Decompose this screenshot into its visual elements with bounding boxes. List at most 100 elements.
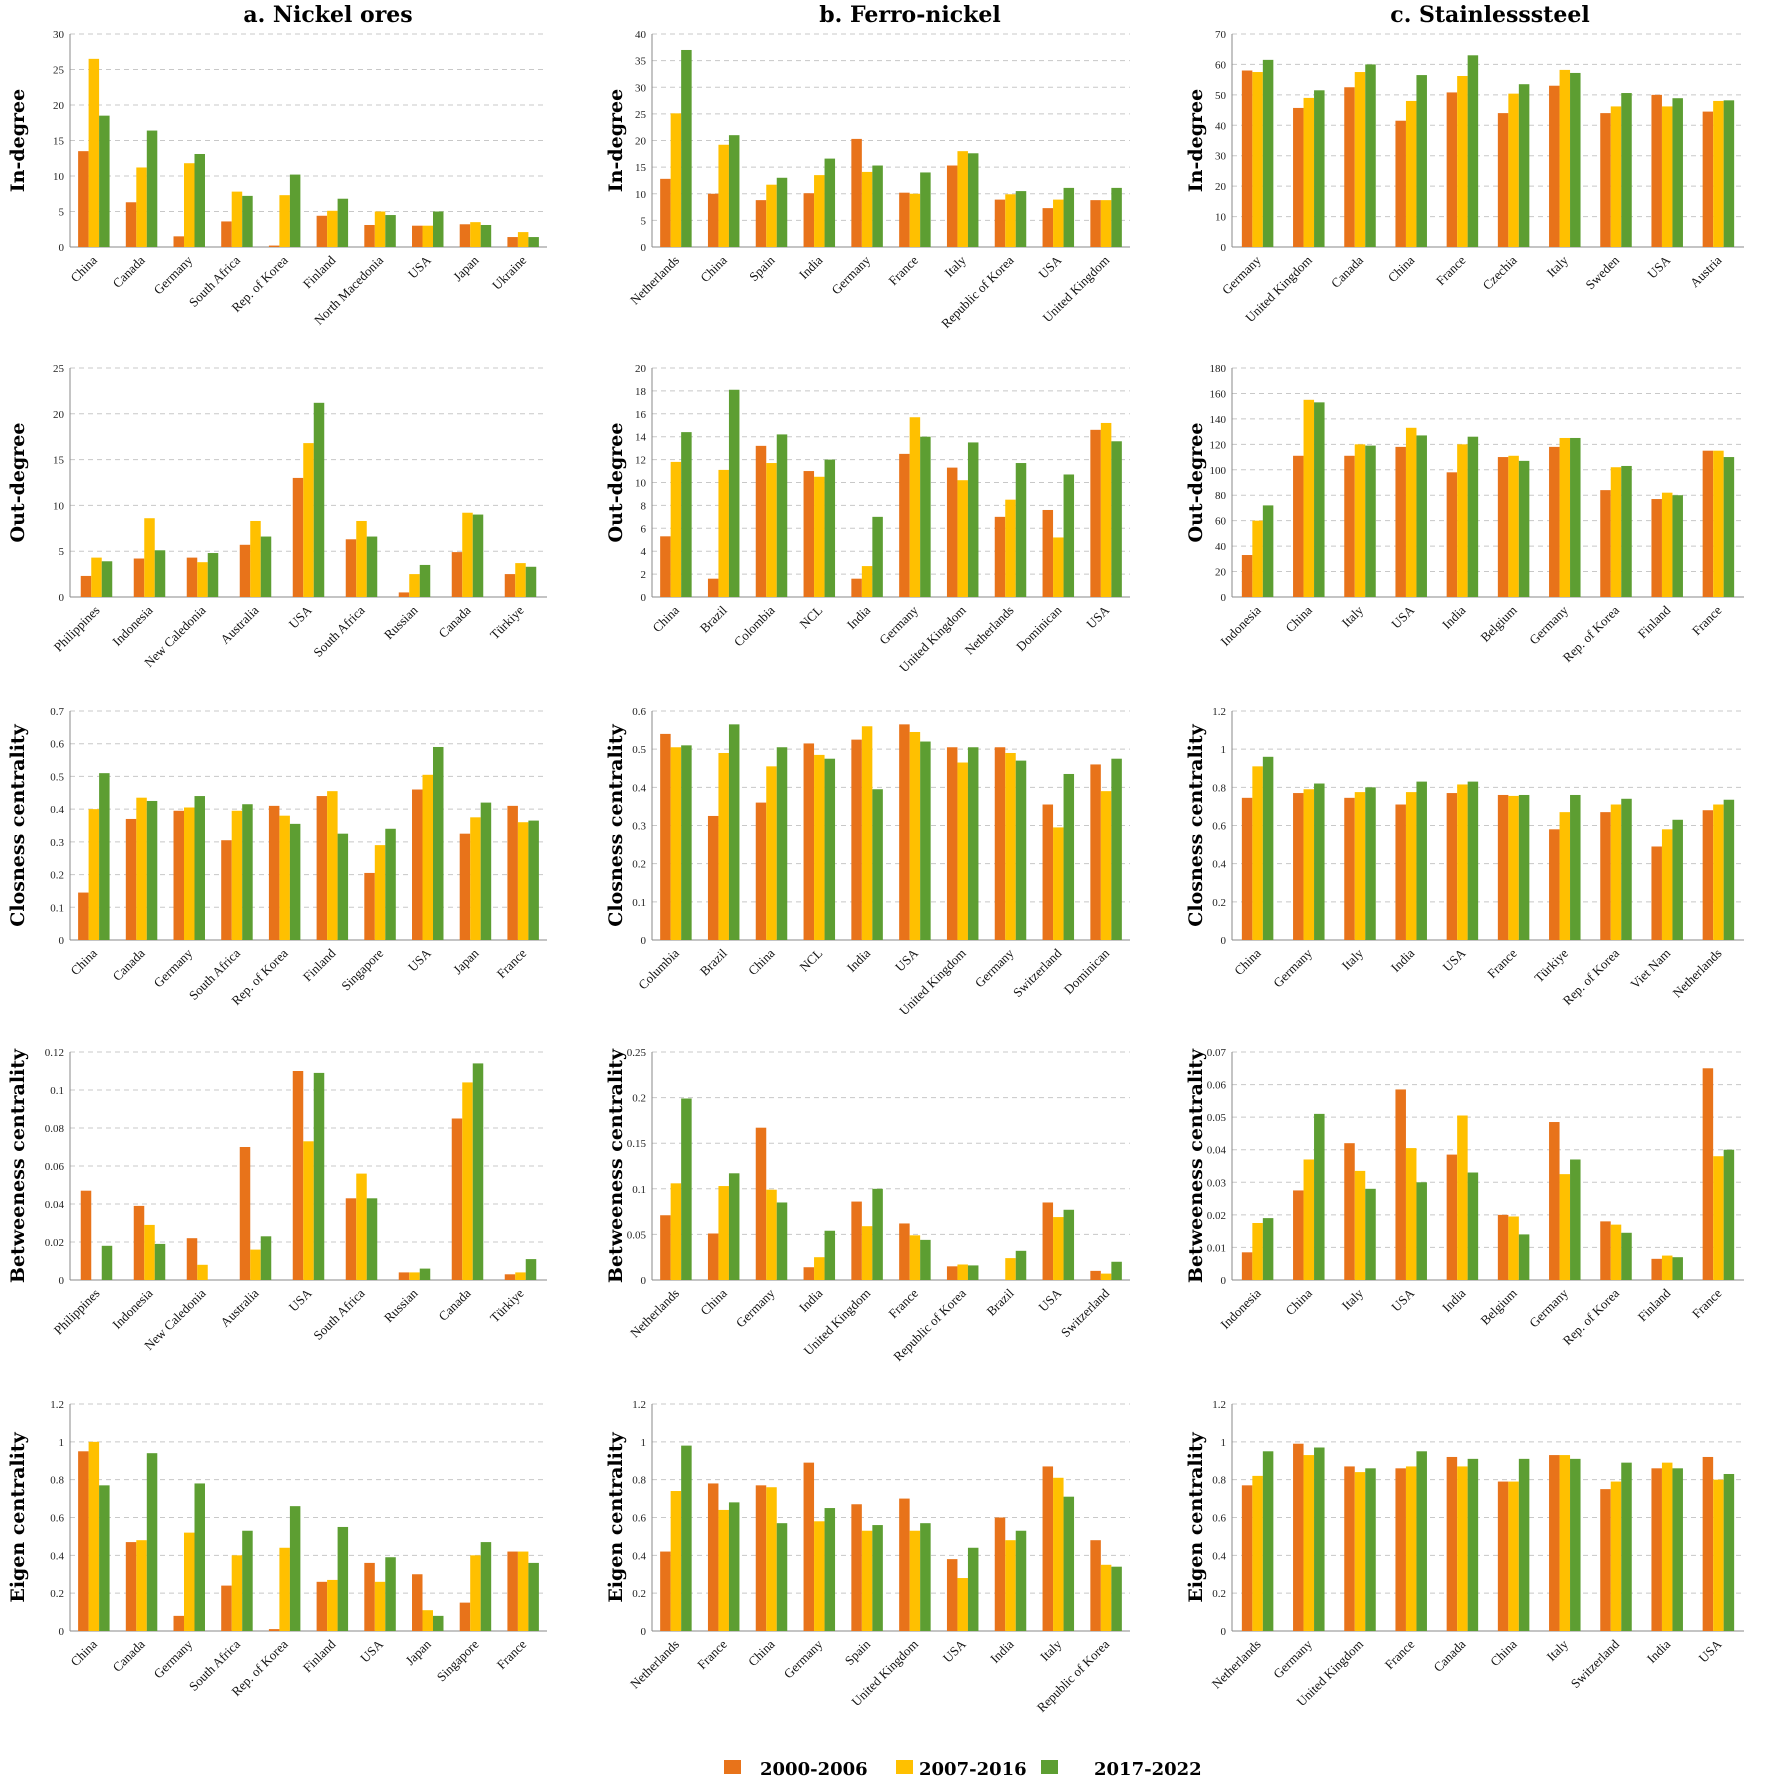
x-tick-label-singapore: Singapore [338, 945, 386, 993]
bar-italy-2007-2016 [1354, 792, 1366, 940]
bar-india-2007-2016 [1457, 1115, 1468, 1280]
y-tick-label: 15 [53, 136, 65, 148]
y-tick-label: 0.06 [45, 1161, 65, 1173]
bar-germany-2017-2022 [1015, 760, 1027, 940]
y-axis-label: Eigen centrality [605, 1431, 627, 1602]
bar-usa-2017-2022 [920, 741, 931, 940]
bar-sweden-2007-2016 [1610, 106, 1622, 247]
bar-t-rkiye-2017-2022 [525, 1259, 537, 1280]
bar-germany-2000-2006 [1293, 793, 1304, 940]
y-tick-label: 35 [635, 56, 647, 68]
bar-netherlands-2017-2022 [1723, 799, 1735, 940]
chart-c-stainlesssteel-eigen-centrality: Eigen centrality 0 0.2 0.4 0.6 0.8 1 1.2 Netherl… [1185, 1399, 1744, 1709]
bar-netherlands-2017-2022 [681, 1445, 692, 1631]
y-tick-label: 40 [1215, 120, 1227, 132]
bar-japan-2000-2006 [412, 1574, 423, 1631]
x-tick-label-netherlands: Netherlands [962, 603, 1017, 658]
y-tick-label: 5 [59, 546, 65, 558]
bar-united-kingdom-2017-2022 [1111, 187, 1122, 247]
bar-republic-of-korea-2007-2016 [1005, 194, 1016, 247]
bar-france-2007-2016 [517, 822, 529, 940]
bar-usa-2007-2016 [422, 774, 433, 940]
bar-japan-2007-2016 [470, 817, 481, 940]
bar-italy-2000-2006 [1042, 1466, 1054, 1631]
bar-rep-of-korea-2017-2022 [1621, 1232, 1632, 1280]
y-tick-label: 10 [635, 189, 647, 201]
bar-italy-2017-2022 [967, 153, 979, 247]
bar-france-2017-2022 [1723, 457, 1735, 597]
y-tick-label: 0.05 [1207, 1112, 1227, 1124]
y-tick-label: 120 [1210, 439, 1227, 451]
column-title-ferro-nickel: b. Ferro-nickel [819, 2, 1000, 28]
bar-china-2000-2006 [78, 151, 89, 247]
bar-usa-2017-2022 [1416, 1182, 1427, 1280]
bar-t-rkiye-2000-2006 [504, 1274, 516, 1280]
x-tick-label-canada: Canada [1430, 1636, 1468, 1674]
y-tick-label: 1 [59, 1437, 65, 1449]
x-tick-label-indonesia: Indonesia [1217, 1285, 1264, 1332]
bar-sweden-2000-2006 [1600, 113, 1611, 247]
x-tick-label-finland: Finland [300, 1636, 339, 1675]
bar-germany-2007-2016 [1303, 1455, 1315, 1631]
bar-canada-2017-2022 [472, 1063, 484, 1280]
bar-united-kingdom-2017-2022 [920, 1523, 931, 1631]
y-tick-label: 0 [641, 1626, 647, 1638]
x-tick-label-china: China [1231, 945, 1264, 978]
bar-india-2000-2006 [803, 193, 815, 247]
bar-china-2017-2022 [776, 1523, 788, 1631]
bar-india-2000-2006 [1395, 804, 1406, 940]
bar-north-macedonia-2017-2022 [385, 215, 396, 247]
y-tick-label: 0 [59, 1626, 65, 1638]
bar-india-2007-2016 [1661, 1462, 1673, 1631]
bar-germany-2007-2016 [909, 417, 921, 597]
bar-south-africa-2017-2022 [366, 536, 378, 597]
bar-usa-2017-2022 [1416, 435, 1427, 597]
bar-indonesia-2000-2006 [1241, 1252, 1253, 1280]
bar-united-kingdom-2017-2022 [967, 442, 979, 597]
bar-china-2007-2016 [718, 1186, 729, 1280]
bar-usa-2000-2006 [1090, 429, 1101, 597]
chart-b-ferro-nickel-in-degree: In-degree 0 5 10 15 20 25 30 35 40 Netherlands Chin… [605, 29, 1130, 331]
x-tick-label-usa: USA [357, 1636, 386, 1665]
y-tick-label: 0.6 [632, 706, 646, 718]
bar-usa-2000-2006 [292, 477, 304, 597]
x-tick-label-china: China [67, 1636, 100, 1669]
x-tick-label-australia: Australia [217, 1285, 261, 1329]
y-tick-label: 0.8 [1212, 1475, 1226, 1487]
x-tick-label-finland: Finland [1635, 1285, 1674, 1324]
bar-t-rkiye-2017-2022 [525, 566, 537, 597]
x-tick-label-china: China [745, 945, 778, 978]
x-tick-label-spain: Spain [842, 1636, 874, 1668]
bar-czechia-2000-2006 [1497, 113, 1509, 247]
bar-china-2007-2016 [766, 766, 777, 940]
x-tick-label-usa: USA [940, 1636, 969, 1665]
y-tick-label: 0.12 [45, 1047, 64, 1059]
bar-united-kingdom-2007-2016 [909, 1530, 921, 1631]
bar-france-2000-2006 [1702, 450, 1714, 597]
bar-usa-2007-2016 [1457, 784, 1468, 940]
x-tick-label-colombia: Colombia [731, 602, 778, 649]
bar-czechia-2017-2022 [1518, 84, 1530, 247]
x-tick-label-finland: Finland [300, 945, 339, 984]
x-tick-label-brazil: Brazil [984, 1285, 1017, 1318]
bar-germany-2000-2006 [173, 810, 185, 940]
bar-china-2007-2016 [1508, 1481, 1519, 1631]
bar-india-2017-2022 [1467, 436, 1479, 597]
bar-china-2017-2022 [1518, 1458, 1530, 1631]
bar-rep-of-korea-2017-2022 [289, 1506, 301, 1631]
bar-germany-2017-2022 [776, 1202, 788, 1280]
bar-italy-2000-2006 [946, 165, 958, 247]
y-tick-label: 1 [641, 1437, 647, 1449]
y-axis-label: Closness centrality [605, 723, 627, 926]
bar-united-kingdom-2007-2016 [957, 480, 968, 597]
bar-canada-2017-2022 [1467, 1458, 1479, 1631]
bar-netherlands-2007-2016 [670, 1183, 682, 1280]
bar-canada-2007-2016 [462, 1082, 473, 1280]
x-tick-label-columbia: Columbia [635, 945, 682, 992]
y-tick-label: 6 [641, 523, 647, 535]
bar-canada-2017-2022 [146, 800, 158, 940]
bar-canada-2000-2006 [125, 202, 137, 247]
y-tick-label: 0.01 [1207, 1242, 1226, 1254]
bar-india-2007-2016 [1005, 1540, 1016, 1631]
x-tick-label-ncl: NCL [796, 602, 825, 631]
